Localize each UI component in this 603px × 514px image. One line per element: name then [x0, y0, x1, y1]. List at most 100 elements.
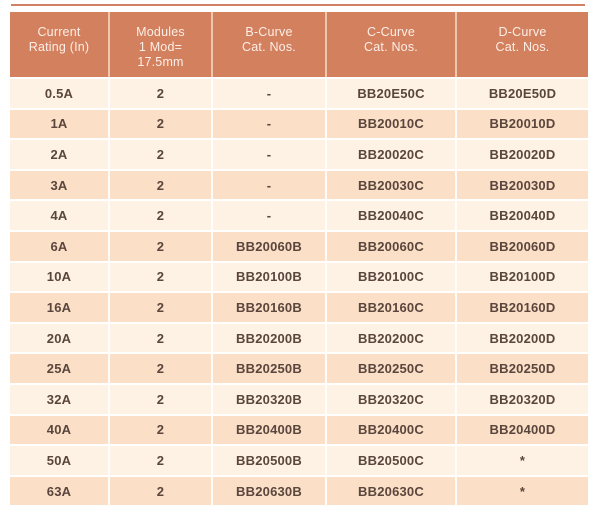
cell-b-curve: BB20320B — [213, 382, 327, 414]
cell-modules: 2 — [110, 168, 213, 200]
header-line: Rating (In) — [28, 40, 90, 54]
cell-modules: 2 — [110, 382, 213, 414]
table-body: 0.5A 2- BB20E50C BB20E50D 1A 2- BB20010C BB2001… — [10, 77, 588, 506]
cell-c-curve: BB20020C — [327, 138, 457, 169]
cell-current-rating: 32A — [10, 382, 110, 414]
cell-modules: 2 — [110, 138, 213, 169]
cell-modules: 2 — [110, 352, 213, 383]
cell-current-rating: 40A — [10, 413, 110, 445]
cell-d-curve: BB20040D — [457, 199, 588, 230]
header-line: Cat. Nos. — [495, 40, 550, 54]
cell-d-curve: BB20020D — [457, 138, 588, 169]
cell-current-rating: 2A — [10, 138, 110, 169]
cell-b-curve: BB20160B — [213, 291, 327, 322]
cell-current-rating: 50A — [10, 444, 110, 475]
table-row-0.5a: 0.5A 2- BB20E50C BB20E50D — [10, 77, 588, 108]
cell-b-curve: BB20630B — [213, 474, 327, 506]
table-row-63a: 63A 2 BB20630B BB20630C * — [10, 474, 588, 506]
cell-modules: 2 — [110, 107, 213, 139]
header-line: Current — [37, 25, 81, 39]
header-row: Current Rating (In) Modules 1 Mod= 17.5mm B-C… — [10, 12, 588, 77]
table-row-10a: 10A 2 BB20100B BB20100C BB20100D — [10, 260, 588, 292]
header-line: C-Curve — [367, 25, 415, 39]
column-header-d-curve: D-Curve Cat. Nos. — [457, 12, 588, 77]
cell-c-curve: BB20010C — [327, 107, 457, 139]
cell-modules: 2 — [110, 474, 213, 506]
cell-b-curve: - — [213, 107, 327, 139]
cell-d-curve: BB20160D — [457, 291, 588, 322]
table-row-32a: 32A 2 BB20320B BB20320C BB20320D — [10, 382, 588, 414]
column-header-modules: Modules 1 Mod= 17.5mm — [110, 12, 213, 77]
cell-c-curve: BB20630C — [327, 474, 457, 506]
column-header-c-curve: C-Curve Cat. Nos. — [327, 12, 457, 77]
cell-c-curve: BB20E50C — [327, 77, 457, 108]
cell-b-curve: - — [213, 138, 327, 169]
table-row-16a: 16A 2 BB20160B BB20160C BB20160D — [10, 291, 588, 322]
cell-current-rating: 0.5A — [10, 77, 110, 108]
cell-current-rating: 6A — [10, 229, 110, 261]
table-row-50a: 50A 2 BB20500B BB20500C * — [10, 444, 588, 475]
cell-c-curve: BB20030C — [327, 168, 457, 200]
cell-c-curve: BB20400C — [327, 413, 457, 445]
cell-c-curve: BB20250C — [327, 352, 457, 383]
cell-c-curve: BB20060C — [327, 229, 457, 261]
cell-b-curve: - — [213, 77, 327, 108]
cell-d-curve: BB20250D — [457, 352, 588, 383]
cell-current-rating: 20A — [10, 321, 110, 353]
header-line: 17.5mm — [137, 55, 184, 69]
cell-modules: 2 — [110, 291, 213, 322]
header-line: Cat. Nos. — [364, 40, 418, 54]
top-divider-line — [11, 4, 585, 6]
table-row-20a: 20A 2 BB20200B BB20200C BB20200D — [10, 321, 588, 353]
cell-d-curve: BB20100D — [457, 260, 588, 292]
header-line: D-Curve — [498, 25, 547, 39]
cell-modules: 2 — [110, 413, 213, 445]
cell-d-curve: BB20010D — [457, 107, 588, 139]
cell-modules: 2 — [110, 229, 213, 261]
cell-b-curve: BB20060B — [213, 229, 327, 261]
column-header-current-rating: Current Rating (In) — [10, 12, 110, 77]
cell-current-rating: 25A — [10, 352, 110, 383]
table-row-25a: 25A 2 BB20250B BB20250C BB20250D — [10, 352, 588, 383]
cell-b-curve: BB20100B — [213, 260, 327, 292]
table-row-3a: 3A 2- BB20030C BB20030D — [10, 168, 588, 200]
cell-modules: 2 — [110, 199, 213, 230]
cell-modules: 2 — [110, 77, 213, 108]
column-header-b-curve: B-Curve Cat. Nos. — [213, 12, 327, 77]
table-row-2a: 2A 2- BB20020C BB20020D — [10, 138, 588, 169]
header-line: Cat. Nos. — [242, 40, 296, 54]
table-row-40a: 40A 2 BB20400B BB20400C BB20400D — [10, 413, 588, 445]
mcb-catalog-table: Current Rating (In) Modules 1 Mod= 17.5mm B-C… — [10, 12, 588, 506]
cell-d-curve: BB20060D — [457, 229, 588, 261]
table-header: Current Rating (In) Modules 1 Mod= 17.5mm B-C… — [10, 12, 588, 77]
cell-b-curve: BB20250B — [213, 352, 327, 383]
cell-modules: 2 — [110, 444, 213, 475]
header-line: 1 Mod= — [138, 40, 183, 54]
cell-d-curve: BB20400D — [457, 413, 588, 445]
cell-c-curve: BB20320C — [327, 382, 457, 414]
table-row-4a: 4A 2- BB20040C BB20040D — [10, 199, 588, 230]
table-row-6a: 6A 2 BB20060B BB20060C BB20060D — [10, 229, 588, 261]
cell-current-rating: 10A — [10, 260, 110, 292]
cell-current-rating: 1A — [10, 107, 110, 139]
cell-c-curve: BB20500C — [327, 444, 457, 475]
cell-c-curve: BB20200C — [327, 321, 457, 353]
cell-d-curve: BB20E50D — [457, 77, 588, 108]
cell-d-curve: BB20320D — [457, 382, 588, 414]
cell-current-rating: 63A — [10, 474, 110, 506]
cell-current-rating: 16A — [10, 291, 110, 322]
header-line: Modules — [136, 25, 185, 39]
cell-b-curve: - — [213, 168, 327, 200]
cell-d-curve: BB20200D — [457, 321, 588, 353]
cell-modules: 2 — [110, 260, 213, 292]
cell-d-curve: BB20030D — [457, 168, 588, 200]
cell-modules: 2 — [110, 321, 213, 353]
table-row-1a: 1A 2- BB20010C BB20010D — [10, 107, 588, 139]
cell-b-curve: - — [213, 199, 327, 230]
header-line: B-Curve — [245, 25, 293, 39]
cell-b-curve: BB20400B — [213, 413, 327, 445]
cell-d-curve: * — [457, 474, 588, 506]
cell-current-rating: 3A — [10, 168, 110, 200]
cell-d-curve: * — [457, 444, 588, 475]
